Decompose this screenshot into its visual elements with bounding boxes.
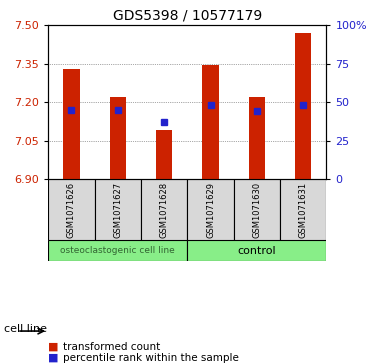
Text: GSM1071629: GSM1071629: [206, 182, 215, 237]
Text: cell line: cell line: [4, 323, 47, 334]
FancyBboxPatch shape: [95, 179, 141, 240]
FancyBboxPatch shape: [187, 240, 326, 261]
Text: osteoclastogenic cell line: osteoclastogenic cell line: [60, 246, 175, 255]
Text: GSM1071626: GSM1071626: [67, 182, 76, 238]
Text: GSM1071630: GSM1071630: [252, 182, 262, 238]
Text: GSM1071631: GSM1071631: [299, 182, 308, 238]
Bar: [295, 33, 311, 179]
Text: percentile rank within the sample: percentile rank within the sample: [63, 352, 239, 363]
Bar: [249, 97, 265, 179]
FancyBboxPatch shape: [187, 179, 234, 240]
Text: GSM1071627: GSM1071627: [113, 182, 122, 238]
FancyBboxPatch shape: [234, 179, 280, 240]
Bar: [110, 97, 126, 179]
FancyBboxPatch shape: [48, 179, 95, 240]
Bar: [156, 130, 172, 179]
Bar: [203, 65, 219, 179]
FancyBboxPatch shape: [280, 179, 326, 240]
FancyBboxPatch shape: [141, 179, 187, 240]
Text: ■: ■: [48, 342, 59, 352]
Text: ■: ■: [48, 352, 59, 363]
Text: GSM1071628: GSM1071628: [160, 182, 169, 238]
Bar: [63, 69, 79, 179]
Text: transformed count: transformed count: [63, 342, 160, 352]
Text: control: control: [237, 246, 276, 256]
FancyBboxPatch shape: [48, 240, 187, 261]
Title: GDS5398 / 10577179: GDS5398 / 10577179: [113, 9, 262, 23]
